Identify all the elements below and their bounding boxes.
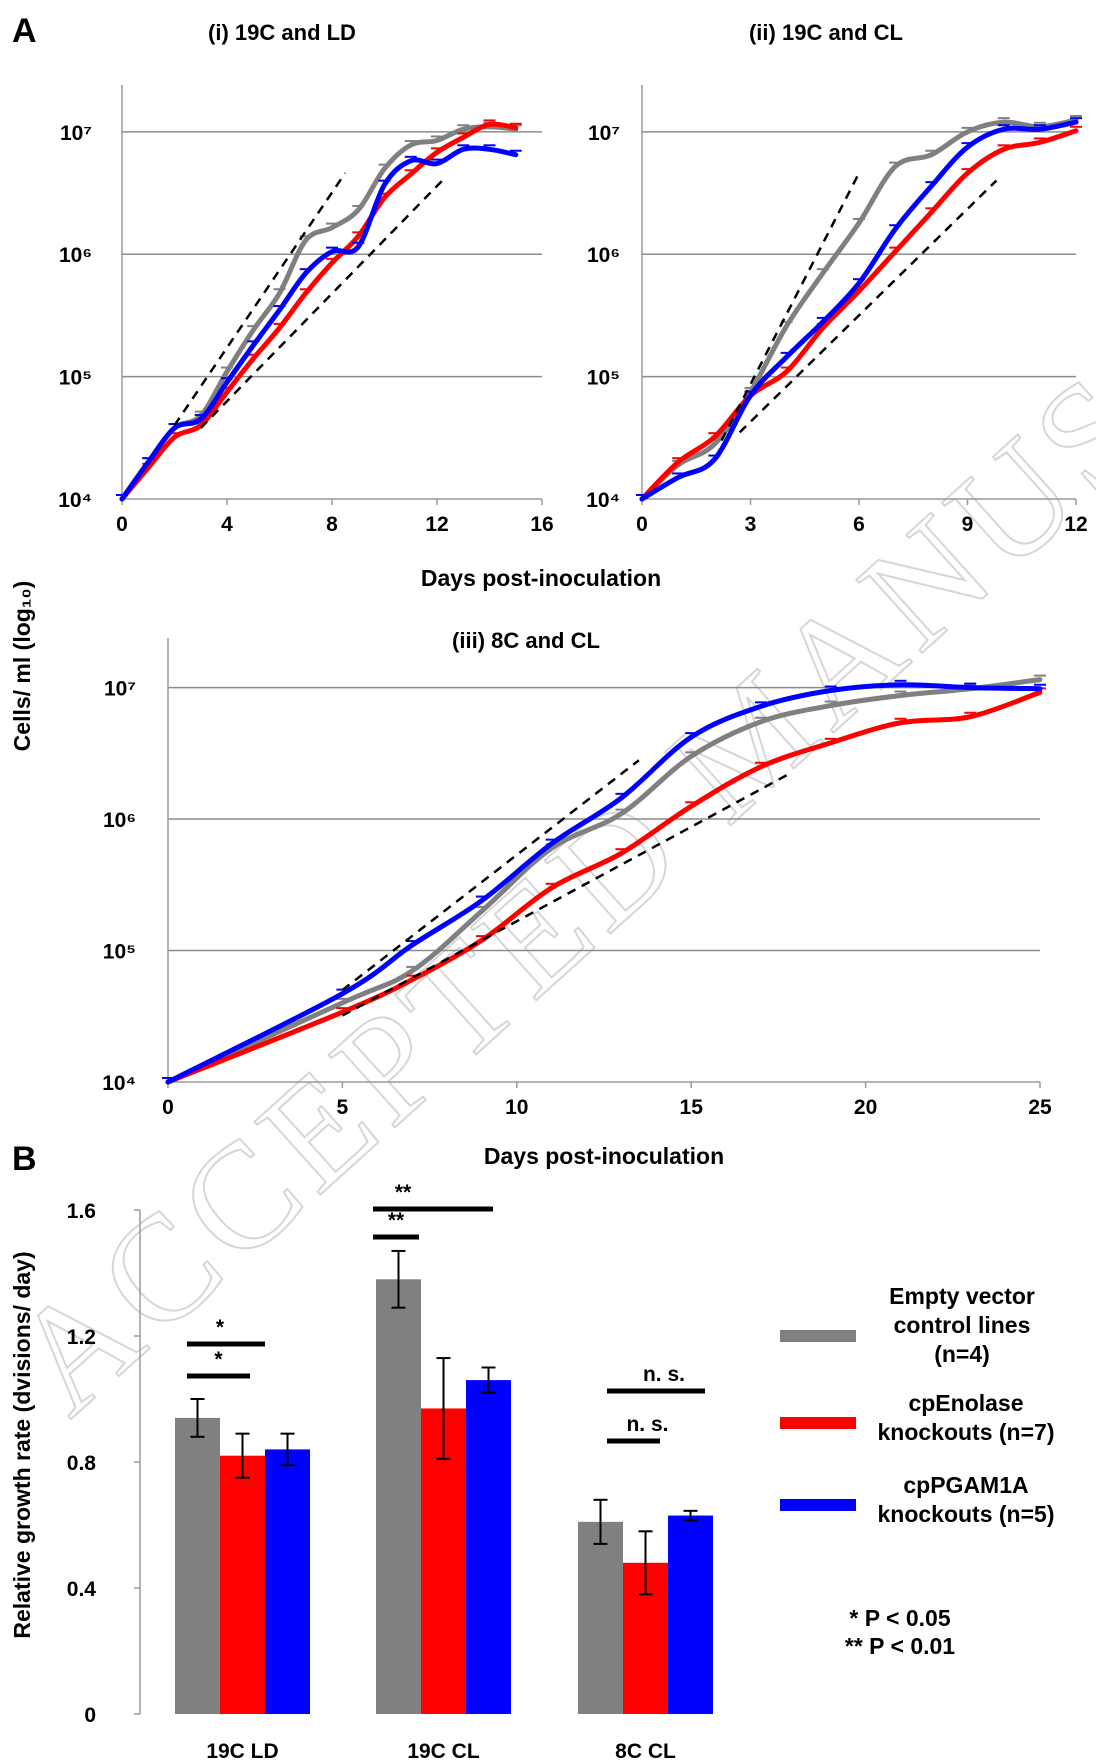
panel-letter-a: A (12, 12, 37, 50)
y-tick-label: 1.2 (67, 1326, 96, 1349)
y-tick-label: 0.8 (67, 1452, 97, 1475)
x-tick-label: 20 (854, 1096, 877, 1119)
y-tick-label: 10⁴ (58, 489, 92, 512)
significance-label: ** (388, 1209, 405, 1232)
significance-label: n. s. (643, 1363, 685, 1386)
bar (175, 1417, 220, 1714)
y-tick-label: 0 (84, 1704, 96, 1727)
significance-key: * P < 0.05** P < 0.01 (845, 1605, 955, 1659)
series-line (119, 124, 519, 502)
chart-title: (iii) 8C and CL (452, 628, 600, 653)
chart-title: (i) 19C and LD (208, 20, 356, 45)
significance-key-line: * P < 0.05 (849, 1605, 950, 1631)
x-tick-label: 0 (636, 513, 648, 536)
x-tick-label: 16 (530, 513, 553, 536)
x-tick-label: 6 (853, 513, 865, 536)
significance-label: ** (395, 1181, 412, 1204)
y-tick-label: 10⁵ (587, 367, 620, 390)
series-line (639, 117, 1079, 502)
series-line (639, 119, 1079, 502)
y-tick-label: 10⁴ (586, 489, 620, 512)
series-line (165, 682, 1043, 1085)
fit-line (173, 172, 347, 427)
y-tick-label: 1.6 (67, 1200, 96, 1223)
significance-label: * (214, 1348, 223, 1371)
y-tick-label: 10⁶ (103, 809, 136, 832)
x-tick-label: 12 (1064, 513, 1087, 536)
y-tick-label: 10⁵ (59, 367, 92, 390)
legend-label: cpPGAM1A knockouts (n=5) (877, 1472, 1054, 1527)
series-line (165, 689, 1043, 1085)
fit-line (341, 772, 790, 1017)
series-line (639, 128, 1079, 502)
fit-line (341, 759, 640, 992)
x-tick-label: 3 (745, 513, 757, 536)
fit-line (720, 172, 861, 442)
y-tick-label: 10⁶ (59, 244, 92, 267)
x-axis-label-top: Days post-inoculation (421, 565, 661, 591)
y-axis-label-growth-rate: Relative growth rate (dvisions/ day) (9, 1251, 35, 1638)
growth-chart-19c-ld: (i) 19C and LD 10⁴ 10⁵ 10⁶ 10⁷ 0 4 8 12 16 (58, 20, 553, 536)
bar (578, 1521, 623, 1714)
legend: Empty vector control lines (n=4) cpEnolase k… (780, 1283, 1055, 1527)
x-tick-label: 5 (337, 1096, 349, 1119)
legend-label: cpEnolase knockouts (n=7) (877, 1390, 1054, 1445)
bar (466, 1380, 511, 1714)
significance-label: * (216, 1316, 225, 1339)
x-tick-label: 25 (1028, 1096, 1052, 1119)
y-tick-label: 0.4 (67, 1578, 97, 1601)
x-tick-label: 8 (326, 513, 338, 536)
panel-letter-b: B (12, 1140, 37, 1178)
category-label: 19C LD (206, 1740, 278, 1762)
fit-line (738, 179, 998, 434)
series-line (119, 145, 519, 502)
growth-chart-19c-cl: (ii) 19C and CL 10⁴ 10⁵ 10⁶ 10⁷ 0 3 6 9 12 (586, 20, 1087, 536)
series-line (119, 121, 519, 502)
bar (376, 1279, 421, 1714)
significance-key-line: ** P < 0.01 (845, 1633, 955, 1659)
category-label: 19C CL (407, 1740, 480, 1762)
fit-line (199, 177, 446, 429)
bar (265, 1449, 310, 1714)
watermark: ACCEPTED MANUSCRIPT (0, 29, 1096, 1445)
series-line (165, 677, 1043, 1085)
legend-label: Empty vector control lines (n=4) (889, 1283, 1035, 1367)
y-tick-label: 10⁴ (102, 1072, 136, 1095)
x-tick-label: 0 (162, 1096, 174, 1119)
y-tick-label: 10⁷ (60, 122, 92, 145)
x-tick-label: 0 (116, 513, 128, 536)
growth-chart-8c-cl: (iii) 8C and CL 10⁴ 10⁵ 10⁶ 10⁷ 0 5 10 15 20 25 (102, 628, 1052, 1119)
x-tick-label: 15 (680, 1096, 704, 1119)
y-tick-label: 10⁵ (103, 941, 136, 964)
y-tick-label: 10⁷ (588, 122, 620, 145)
x-axis-label-middle: Days post-inoculation (484, 1143, 724, 1169)
x-tick-label: 10 (505, 1096, 528, 1119)
category-label: 8C CL (615, 1740, 676, 1762)
x-tick-label: 9 (962, 513, 974, 536)
x-tick-label: 4 (221, 513, 233, 536)
y-tick-label: 10⁶ (587, 244, 620, 267)
x-tick-label: 12 (425, 513, 448, 536)
bar (668, 1515, 713, 1714)
chart-title: (ii) 19C and CL (749, 20, 903, 45)
y-tick-label: 10⁷ (104, 678, 136, 701)
bar (220, 1455, 265, 1714)
significance-label: n. s. (626, 1413, 668, 1436)
y-axis-label-growth: Cells/ ml (log₁₀) (9, 581, 35, 752)
